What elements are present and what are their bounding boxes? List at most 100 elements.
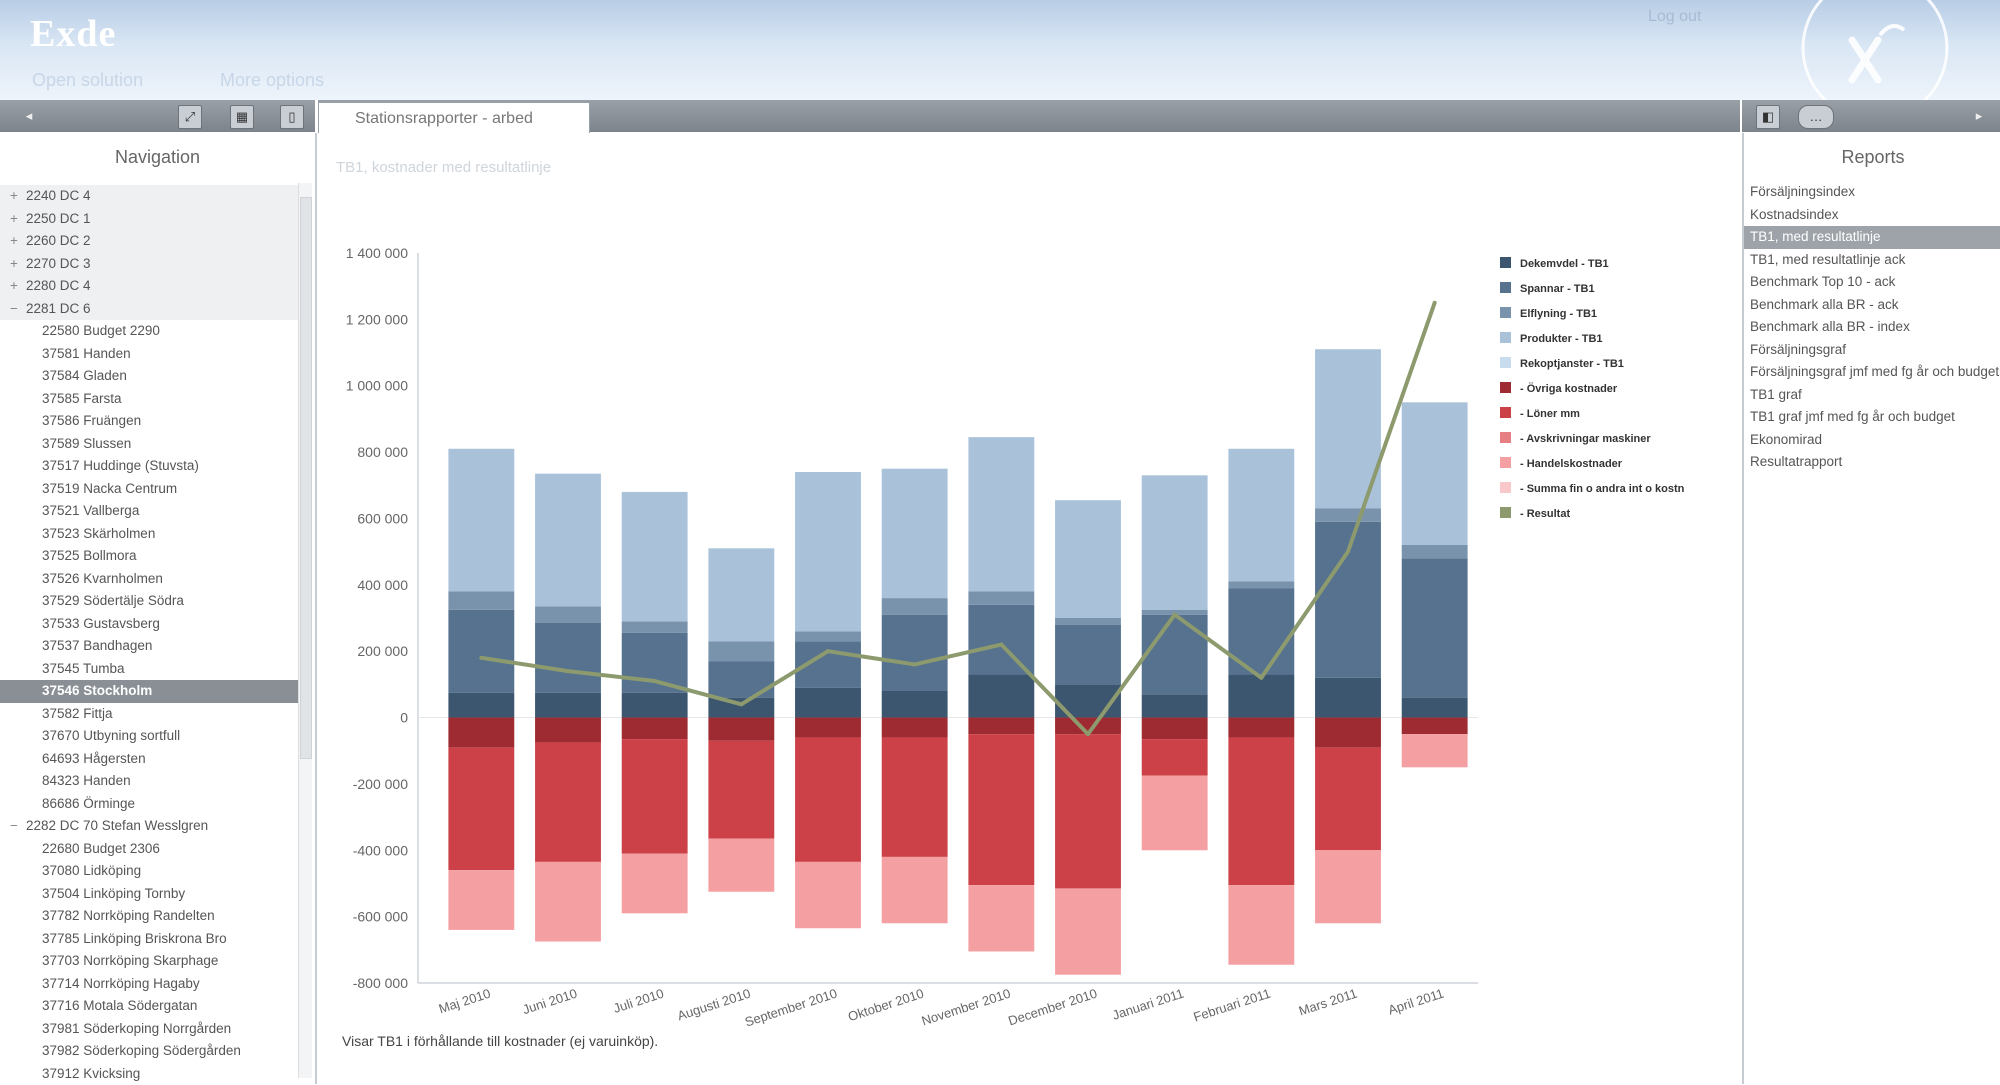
nav-tree-item[interactable]: 37546 Stockholm — [0, 680, 298, 703]
expand-toggle-icon[interactable]: + — [6, 185, 22, 208]
bar-segment — [1055, 618, 1121, 625]
navigation-scrollbar[interactable] — [298, 183, 312, 1078]
reports-title: Reports — [1744, 147, 2000, 168]
report-link[interactable]: TB1 graf — [1744, 384, 2000, 407]
nav-item-label: 37521 Vallberga — [42, 503, 139, 518]
nav-tree-item[interactable]: −2282 DC 70 Stefan Wesslgren — [0, 815, 298, 838]
legend-swatch — [1500, 257, 1511, 268]
layout-icon[interactable]: ◧ — [1756, 105, 1780, 129]
nav-item-label: 37981 Söderkoping Norrgården — [42, 1021, 231, 1036]
nav-tree-item[interactable]: 37716 Motala Södergatan — [0, 995, 298, 1018]
tab-stationsrapporter[interactable]: Stationsrapporter - arbed — [318, 102, 590, 134]
nav-tree-item[interactable]: +2260 DC 2 — [0, 230, 298, 253]
expand-toggle-icon[interactable]: + — [6, 230, 22, 253]
nav-tree-item[interactable]: 37589 Slussen — [0, 433, 298, 456]
nav-tree-item[interactable]: 37523 Skärholmen — [0, 523, 298, 546]
nav-tree-item[interactable]: 37521 Vallberga — [0, 500, 298, 523]
nav-tree-item[interactable]: 37525 Bollmora — [0, 545, 298, 568]
report-link[interactable]: Benchmark alla BR - index — [1744, 316, 2000, 339]
chart-footnote: Visar TB1 i förhållande till kostnader (… — [342, 1033, 658, 1049]
nav-item-label: 37584 Gladen — [42, 368, 127, 383]
bar-segment — [1055, 625, 1121, 685]
nav-tree-item[interactable]: 37714 Norrköping Hagaby — [0, 973, 298, 996]
legend-swatch — [1500, 332, 1511, 343]
nav-toolbar: ◂ ⤢ ▦ ▯ — [0, 100, 315, 132]
nav-tree-item[interactable]: 37584 Gladen — [0, 365, 298, 388]
nav-tree-item[interactable]: 37517 Huddinge (Stuvsta) — [0, 455, 298, 478]
nav-tree-item[interactable]: 37782 Norrköping Randelten — [0, 905, 298, 928]
nav-tree-item[interactable]: 86686 Örminge — [0, 793, 298, 816]
filter-icon[interactable]: ▯ — [280, 105, 304, 129]
nav-tree-item[interactable]: 37504 Linköping Tornby — [0, 883, 298, 906]
nav-tree-item[interactable]: 22680 Budget 2306 — [0, 838, 298, 861]
report-link[interactable]: Kostnadsindex — [1744, 204, 2000, 227]
report-link[interactable]: Försäljningsgraf jmf med fg år och budge… — [1744, 361, 2000, 384]
navigation-panel: Navigation +2240 DC 4+2250 DC 1+2260 DC … — [0, 133, 317, 1084]
report-link[interactable]: TB1, med resultatlinje ack — [1744, 249, 2000, 272]
expand-toggle-icon[interactable]: − — [6, 298, 22, 321]
expand-toggle-icon[interactable]: + — [6, 208, 22, 231]
nav-tree-item[interactable]: 37545 Tumba — [0, 658, 298, 681]
report-link[interactable]: TB1 graf jmf med fg år och budget — [1744, 406, 2000, 429]
nav-item-label: 37782 Norrköping Randelten — [42, 908, 215, 923]
nav-tree-item[interactable]: 37785 Linköping Briskrona Bro — [0, 928, 298, 951]
nav-tree-item[interactable]: +2240 DC 4 — [0, 185, 298, 208]
comment-icon[interactable]: … — [1798, 105, 1834, 129]
nav-tree-item[interactable]: 37981 Söderkoping Norrgården — [0, 1018, 298, 1041]
nav-tree-item[interactable]: 37581 Handen — [0, 343, 298, 366]
bar-segment — [1315, 747, 1381, 850]
report-link[interactable]: Benchmark Top 10 - ack — [1744, 271, 2000, 294]
bar-segment — [535, 606, 601, 623]
nav-tree-item[interactable]: 22580 Budget 2290 — [0, 320, 298, 343]
report-link[interactable]: Benchmark alla BR - ack — [1744, 294, 2000, 317]
nav-tree-item[interactable]: 37533 Gustavsberg — [0, 613, 298, 636]
nav-tree-item[interactable]: 37582 Fittja — [0, 703, 298, 726]
collapse-right-icon[interactable]: ▸ — [1968, 105, 1990, 127]
nav-tree-item[interactable]: 37080 Lidköping — [0, 860, 298, 883]
calendar-icon[interactable]: ▦ — [230, 105, 254, 129]
nav-item-label: 84323 Handen — [42, 773, 131, 788]
bar-segment — [1142, 739, 1208, 776]
bar-segment — [968, 885, 1034, 951]
nav-tree-item[interactable]: +2270 DC 3 — [0, 253, 298, 276]
bar-segment — [535, 742, 601, 861]
y-tick-label: 600 000 — [357, 510, 408, 526]
nav-tree-item[interactable]: 37703 Norrköping Skarphage — [0, 950, 298, 973]
x-tick-label: November 2010 — [920, 986, 1013, 1029]
report-link[interactable]: Resultatrapport — [1744, 451, 2000, 474]
report-link[interactable]: Försäljningsgraf — [1744, 339, 2000, 362]
nav-tree-item[interactable]: 37526 Kvarnholmen — [0, 568, 298, 591]
resultat-point — [566, 669, 570, 673]
legend-swatch — [1500, 457, 1511, 468]
nav-tree-item[interactable]: 84323 Handen — [0, 770, 298, 793]
nav-tree-item[interactable]: 37529 Södertälje Södra — [0, 590, 298, 613]
more-options-menu[interactable]: More options — [220, 70, 324, 91]
collapse-left-icon[interactable]: ◂ — [18, 105, 40, 127]
nav-tree-item[interactable]: 37585 Farsta — [0, 388, 298, 411]
report-link[interactable]: Ekonomirad — [1744, 429, 2000, 452]
nav-tree-item[interactable]: 37519 Nacka Centrum — [0, 478, 298, 501]
open-solution-menu[interactable]: Open solution — [32, 70, 143, 91]
expand-all-icon[interactable]: ⤢ — [178, 105, 202, 129]
app-header: Exde Open solution More options Log out — [0, 0, 2000, 100]
nav-tree-item[interactable]: 64693 Hågersten — [0, 748, 298, 771]
nav-tree-item[interactable]: 37586 Fruängen — [0, 410, 298, 433]
nav-tree-item[interactable]: 37982 Söderkoping Södergården — [0, 1040, 298, 1063]
logout-link[interactable]: Log out — [1648, 8, 1701, 26]
nav-tree-item[interactable]: 37912 Kvicksing — [0, 1063, 298, 1085]
nav-tree-item[interactable]: −2281 DC 6 — [0, 298, 298, 321]
nav-tree-item[interactable]: +2250 DC 1 — [0, 208, 298, 231]
legend-label: Dekemvdel - TB1 — [1520, 258, 1609, 270]
expand-toggle-icon[interactable]: + — [6, 275, 22, 298]
expand-toggle-icon[interactable]: − — [6, 815, 22, 838]
nav-item-label: 2270 DC 3 — [26, 256, 91, 271]
nav-tree-item[interactable]: 37670 Utbyning sortfull — [0, 725, 298, 748]
bar-segment — [622, 854, 688, 914]
report-link[interactable]: Försäljningsindex — [1744, 181, 2000, 204]
report-link[interactable]: TB1, med resultatlinje — [1744, 226, 2000, 249]
nav-tree-item[interactable]: +2280 DC 4 — [0, 275, 298, 298]
nav-tree-item[interactable]: 37537 Bandhagen — [0, 635, 298, 658]
scrollbar-thumb[interactable] — [300, 197, 312, 759]
expand-toggle-icon[interactable]: + — [6, 253, 22, 276]
bar-segment — [1402, 698, 1468, 718]
